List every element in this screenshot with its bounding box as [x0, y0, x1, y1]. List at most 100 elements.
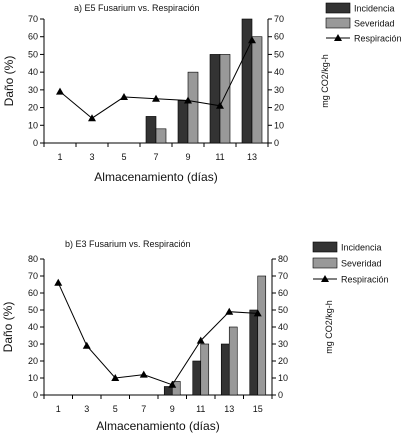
- bar-severidad: [219, 54, 231, 144]
- y-tick-label-right: 50: [278, 305, 288, 315]
- bar-incidencia: [192, 360, 202, 396]
- x-tick-label: 5: [121, 152, 126, 162]
- legend-label: Severidad: [341, 259, 382, 269]
- y-tick-label-left: 60: [28, 32, 38, 42]
- y-tick-label-right: 40: [274, 67, 284, 77]
- legend-swatch-severidad: [325, 17, 351, 29]
- triangle-marker: [248, 36, 256, 44]
- y-axis-title-right: mg CO2/kg-h: [324, 300, 334, 354]
- triangle-marker: [56, 87, 64, 95]
- y-tick-label-right: 20: [278, 356, 288, 366]
- triangle-marker: [216, 101, 224, 109]
- y-tick-label-right: 60: [274, 32, 284, 42]
- x-tick-label: 3: [89, 152, 94, 162]
- y-tick-label-right: 20: [274, 103, 284, 113]
- triangle-marker: [225, 307, 234, 315]
- legend: Incidencia Severidad Respiración: [325, 1, 413, 48]
- legend-label: Respiración: [354, 34, 402, 44]
- y-tick-label-right: 10: [274, 120, 284, 130]
- x-tick-label: 1: [57, 152, 62, 162]
- x-tick-label: 13: [224, 404, 234, 414]
- triangle-marker: [168, 380, 177, 388]
- y-tick-label-right: 50: [274, 49, 284, 59]
- x-tick-label: 11: [196, 404, 205, 414]
- triangle-marker: [111, 374, 120, 381]
- y-tick-label-right: 10: [278, 373, 288, 383]
- y-tick-label-right: 0: [274, 138, 279, 148]
- y-axis-title-left: Daño (%): [2, 56, 16, 107]
- y-tick-label-right: 30: [274, 85, 284, 95]
- triangle-marker: [88, 114, 96, 122]
- legend-swatch-severidad: [312, 257, 338, 269]
- y-axis-title-right: mg CO2/kg-h: [320, 54, 330, 108]
- bar-incidencia: [209, 54, 221, 144]
- y-tick-label-left: 80: [28, 254, 38, 264]
- chart-b: b) E3 Fusarium vs. Respiración0102030405…: [1, 239, 413, 433]
- triangle-marker: [196, 336, 205, 344]
- legend-label: Respiración: [341, 275, 389, 285]
- x-tick-label: 13: [247, 152, 257, 162]
- bar-severidad: [171, 381, 181, 396]
- bar-incidencia: [241, 18, 253, 144]
- y-tick-label-left: 50: [28, 49, 38, 59]
- chart-title: a) E5 Fusarium vs. Respiración: [74, 3, 200, 13]
- x-tick-label: 15: [253, 404, 263, 414]
- y-tick-label-right: 30: [278, 339, 288, 349]
- x-tick-label: 9: [170, 404, 175, 414]
- x-tick-label: 1: [56, 404, 61, 414]
- y-tick-label-left: 30: [28, 85, 38, 95]
- legend-marker-triangle: [321, 275, 329, 282]
- y-tick-label-left: 10: [28, 373, 38, 383]
- triangle-marker: [120, 92, 128, 100]
- triangle-marker: [139, 370, 148, 378]
- x-tick-label: 5: [113, 404, 118, 414]
- triangle-marker: [253, 309, 262, 317]
- bar-severidad: [200, 343, 210, 396]
- y-tick-label-right: 0: [278, 390, 283, 400]
- legend-marker-triangle: [334, 34, 342, 41]
- x-axis-title: Almacenamiento (días): [94, 170, 217, 184]
- bar-severidad: [257, 275, 267, 396]
- y-tick-label-right: 40: [278, 322, 288, 332]
- y-tick-label-left: 70: [28, 271, 38, 281]
- legend-label: Severidad: [354, 19, 395, 29]
- y-tick-label-left: 0: [33, 138, 38, 148]
- y-tick-label-left: 20: [28, 103, 38, 113]
- legend-swatch-incidencia: [325, 2, 351, 14]
- bar-incidencia: [177, 100, 189, 144]
- bar-incidencia: [249, 309, 259, 396]
- y-tick-label-left: 40: [28, 322, 38, 332]
- legend-label: Incidencia: [341, 243, 382, 253]
- bar-severidad: [155, 128, 167, 144]
- y-tick-label-left: 70: [28, 14, 38, 24]
- bar-incidencia: [145, 116, 157, 144]
- chart-title: b) E3 Fusarium vs. Respiración: [65, 239, 191, 249]
- y-tick-label-right: 70: [274, 14, 284, 24]
- bar-severidad: [251, 36, 263, 144]
- triangle-marker: [184, 96, 192, 104]
- y-tick-label-left: 50: [28, 305, 38, 315]
- x-axis-title: Almacenamiento (días): [96, 419, 219, 433]
- legend: Incidencia Severidad Respiración: [312, 240, 413, 290]
- y-tick-label-left: 20: [28, 356, 38, 366]
- x-tick-label: 11: [215, 152, 224, 162]
- legend-swatch-incidencia: [312, 241, 338, 253]
- y-tick-label-left: 30: [28, 339, 38, 349]
- y-tick-label-left: 40: [28, 67, 38, 77]
- y-tick-label-left: 10: [28, 120, 38, 130]
- bar-incidencia: [220, 343, 230, 396]
- triangle-marker: [152, 94, 160, 102]
- triangle-marker: [54, 278, 63, 286]
- x-tick-label: 7: [141, 404, 146, 414]
- chart-a: a) E5 Fusarium vs. Respiración0102030405…: [2, 1, 413, 184]
- x-tick-label: 7: [153, 152, 158, 162]
- x-tick-label: 9: [185, 152, 190, 162]
- y-axis-title-left: Daño (%): [1, 302, 15, 353]
- bar-severidad: [187, 71, 199, 144]
- x-tick-label: 3: [84, 404, 89, 414]
- y-tick-label-left: 0: [33, 390, 38, 400]
- y-tick-label-right: 60: [278, 288, 288, 298]
- bar-severidad: [228, 326, 238, 396]
- legend-label: Incidencia: [354, 4, 395, 14]
